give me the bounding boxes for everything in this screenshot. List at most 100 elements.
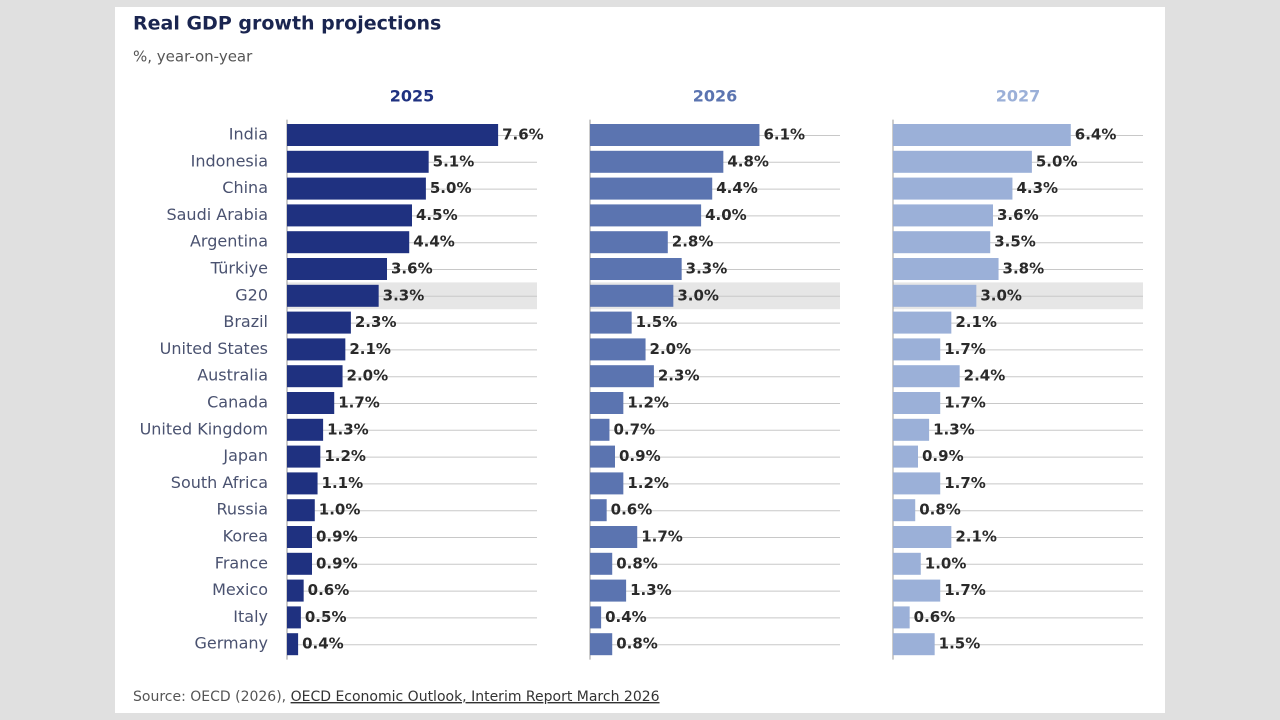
bar: [287, 633, 299, 656]
value-label: 7.6%: [502, 126, 544, 144]
category-label: Australia: [197, 366, 268, 385]
value-label: 0.9%: [316, 554, 358, 572]
value-label: 4.3%: [1016, 179, 1058, 197]
bar: [893, 338, 941, 361]
value-label: 4.4%: [716, 179, 758, 197]
chart-title: Real GDP growth projections: [133, 13, 441, 35]
bar: [590, 392, 624, 414]
category-label: Italy: [233, 607, 268, 626]
bar: [287, 552, 312, 575]
value-label: 0.9%: [922, 447, 964, 465]
bar: [590, 231, 668, 254]
value-label: 0.6%: [914, 608, 956, 626]
category-label: South Africa: [171, 473, 268, 492]
category-label: India: [229, 125, 268, 144]
value-label: 3.8%: [1003, 260, 1045, 278]
bar: [590, 150, 724, 173]
value-label: 1.3%: [933, 420, 975, 438]
value-label: 1.7%: [944, 581, 986, 599]
bar: [287, 579, 304, 602]
value-label: 0.9%: [316, 528, 358, 546]
bar: [893, 177, 1013, 200]
bar: [287, 284, 379, 307]
category-label: Mexico: [212, 580, 268, 599]
bar: [590, 472, 624, 495]
category-label: United States: [160, 339, 268, 358]
value-label: 1.5%: [939, 635, 981, 653]
bar: [287, 445, 321, 468]
bar: [590, 311, 632, 334]
value-label: 5.0%: [430, 179, 472, 197]
value-label: 2.8%: [672, 233, 714, 251]
bar: [287, 311, 351, 334]
category-label: Korea: [223, 527, 268, 546]
value-label: 3.6%: [997, 206, 1039, 224]
value-label: 1.0%: [925, 554, 967, 572]
category-label: G20: [235, 285, 268, 304]
value-label: 0.4%: [302, 635, 344, 653]
value-label: 1.0%: [319, 501, 361, 519]
bar: [893, 606, 910, 629]
value-label: 2.3%: [355, 313, 397, 331]
bar: [893, 445, 918, 468]
category-label: United Kingdom: [140, 419, 268, 438]
value-label: 5.1%: [433, 152, 475, 170]
category-label: Japan: [222, 446, 268, 465]
bar: [287, 124, 499, 146]
panel-header: 2027: [996, 87, 1041, 106]
bar: [893, 365, 960, 388]
category-label: France: [215, 553, 268, 572]
category-label: Saudi Arabia: [166, 205, 268, 224]
category-label: Argentina: [190, 232, 268, 251]
value-label: 2.4%: [964, 367, 1006, 385]
bar: [287, 418, 324, 441]
value-label: 1.7%: [944, 394, 986, 412]
bar: [893, 472, 941, 495]
bar: [893, 231, 991, 254]
value-label: 3.3%: [686, 260, 728, 278]
bar: [590, 445, 615, 468]
bar: [893, 311, 952, 334]
value-label: 1.7%: [338, 394, 380, 412]
bar: [590, 418, 610, 441]
value-label: 0.7%: [613, 420, 655, 438]
value-label: 1.7%: [944, 474, 986, 492]
bar: [893, 150, 1032, 173]
category-label: Türkiye: [210, 259, 268, 278]
value-label: 1.7%: [944, 340, 986, 358]
value-label: 2.0%: [650, 340, 692, 358]
bar: [590, 365, 654, 388]
bar: [590, 579, 627, 602]
bar: [287, 472, 318, 495]
value-label: 4.0%: [705, 206, 747, 224]
bar: [893, 552, 921, 575]
value-label: 4.5%: [416, 206, 458, 224]
category-label: Indonesia: [191, 151, 268, 170]
value-label: 3.5%: [994, 233, 1036, 251]
bar: [287, 258, 387, 280]
value-label: 0.6%: [308, 581, 350, 599]
category-label: Russia: [217, 500, 268, 519]
panel-header: 2026: [693, 87, 738, 106]
bar: [287, 338, 346, 361]
value-label: 0.8%: [616, 554, 658, 572]
bar: [287, 526, 312, 548]
value-label: 1.3%: [327, 420, 369, 438]
value-label: 0.8%: [616, 635, 658, 653]
source-link[interactable]: OECD Economic Outlook, Interim Report Ma…: [291, 689, 660, 705]
bar: [893, 418, 930, 441]
source-prefix: Source: OECD (2026),: [133, 689, 286, 705]
value-label: 0.4%: [605, 608, 647, 626]
bar: [287, 150, 429, 173]
bar: [590, 338, 646, 361]
bar: [590, 284, 674, 307]
bar: [893, 579, 941, 602]
value-label: 1.7%: [641, 528, 683, 546]
bar: [590, 633, 613, 656]
value-label: 2.1%: [955, 528, 997, 546]
value-label: 2.0%: [347, 367, 389, 385]
source: Source: OECD (2026), OECD Economic Outlo…: [133, 689, 660, 705]
bar: [287, 365, 343, 388]
